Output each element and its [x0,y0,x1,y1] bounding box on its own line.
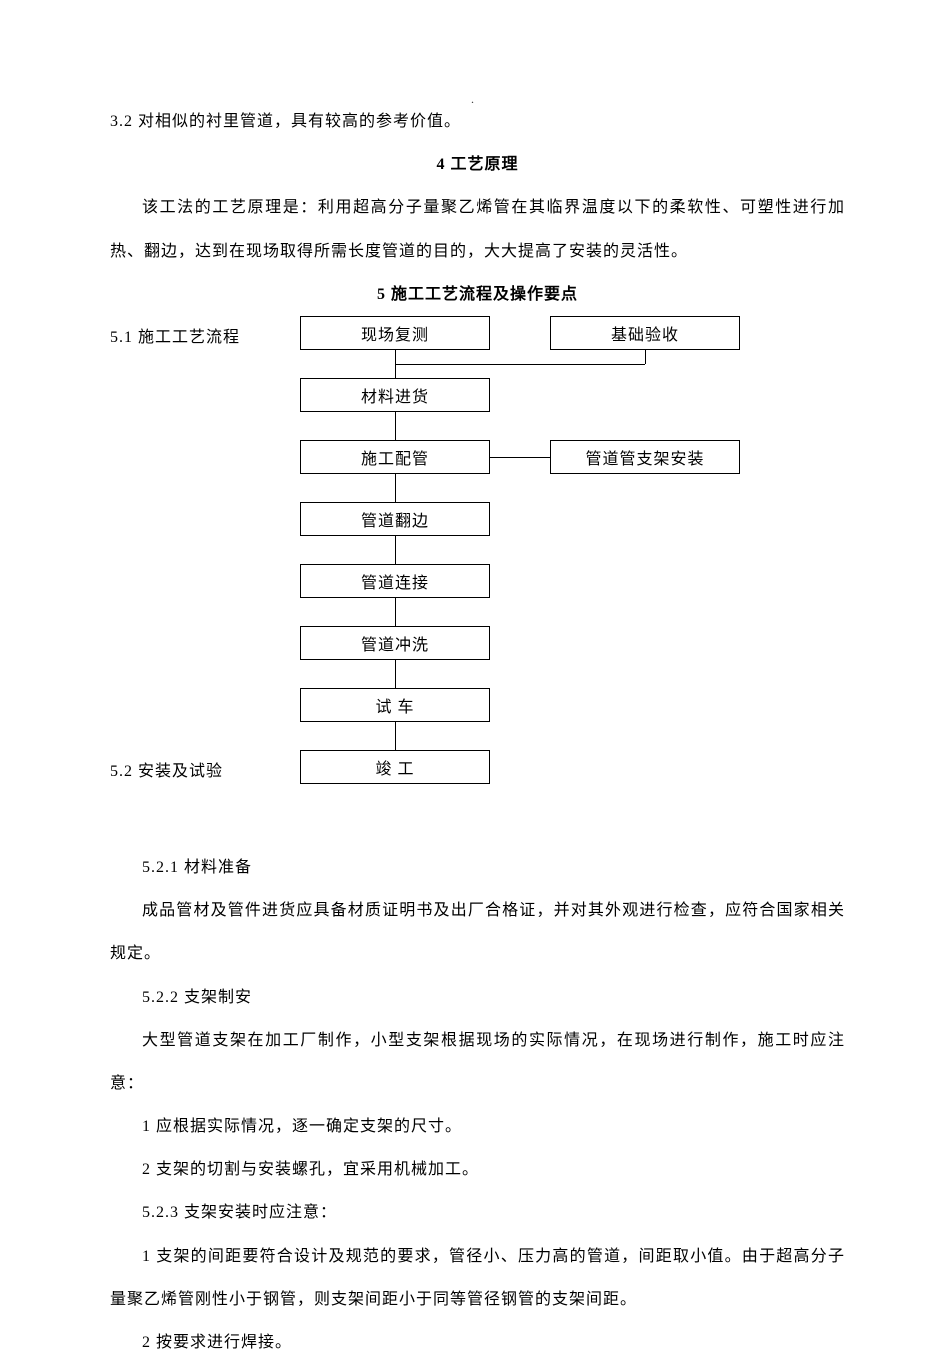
flow-connector [395,722,396,750]
flow-node-flush: 管道冲洗 [300,626,490,660]
document-body: 3.2 对相似的衬里管道，具有较高的参考价值。 4 工艺原理 该工法的工艺原理是… [0,0,945,1364]
line-3-2: 3.2 对相似的衬里管道，具有较高的参考价值。 [110,100,845,143]
flow-connector [395,412,396,440]
flow-node-piping: 施工配管 [300,440,490,474]
label-5-2: 5.2 安装及试验 [110,757,223,781]
flow-node-test: 试 车 [300,688,490,722]
flow-connector [395,536,396,564]
flow-node-acceptance: 基础验收 [550,316,740,350]
flow-connector [490,457,550,458]
para-5-2-1: 成品管材及管件进货应具备材质证明书及出厂合格证，并对其外观进行检查，应符合国家相… [110,889,845,975]
sub-5-2-3: 5.2.3 支架安装时应注意： [110,1191,845,1234]
flowchart: 5.1 施工工艺流程 现场复测 基础验收 材料进货 施工配管 管道管支架安装 管… [110,316,845,846]
heading-4: 4 工艺原理 [110,143,845,186]
para-4: 该工法的工艺原理是：利用超高分子量聚乙烯管在其临界温度以下的柔软性、可塑性进行加… [110,186,845,272]
flow-connector [645,350,646,364]
flow-connector [395,598,396,626]
flow-connector [395,364,645,365]
flow-connector [395,660,396,688]
para-5-2-3-1: 1 支架的间距要符合设计及规范的要求，管径小、压力高的管道，间距取小值。由于超高… [110,1235,845,1321]
para-5-2-2: 大型管道支架在加工厂制作，小型支架根据现场的实际情况，在现场进行制作，施工时应注… [110,1019,845,1105]
flow-node-material: 材料进货 [300,378,490,412]
heading-5: 5 施工工艺流程及操作要点 [110,273,845,316]
item-5-2-3-2: 2 按要求进行焊接。 [110,1321,845,1364]
flow-node-survey: 现场复测 [300,316,490,350]
flow-node-connect: 管道连接 [300,564,490,598]
sub-5-2-2: 5.2.2 支架制安 [110,976,845,1019]
flow-node-flange: 管道翻边 [300,502,490,536]
item-5-2-2-1: 1 应根据实际情况，逐一确定支架的尺寸。 [110,1105,845,1148]
flow-connector [395,474,396,502]
flow-node-complete: 竣 工 [300,750,490,784]
flow-node-bracket-install: 管道管支架安装 [550,440,740,474]
item-5-2-2-2: 2 支架的切割与安装螺孔，宜采用机械加工。 [110,1148,845,1191]
label-5-1: 5.1 施工工艺流程 [110,323,240,347]
sub-5-2-1: 5.2.1 材料准备 [110,846,845,889]
